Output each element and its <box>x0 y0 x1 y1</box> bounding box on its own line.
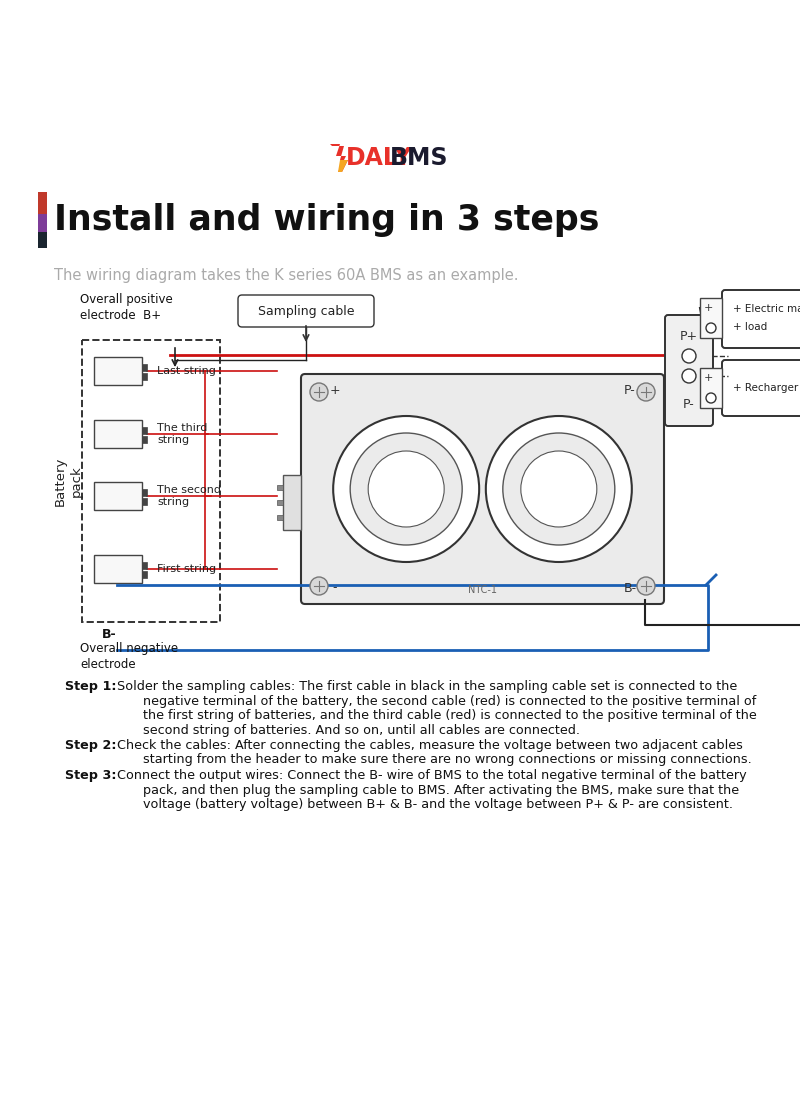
FancyBboxPatch shape <box>722 290 800 349</box>
Circle shape <box>350 433 462 545</box>
Bar <box>94 555 142 583</box>
Text: pack, and then plug the sampling cable to BMS. After activating the BMS, make su: pack, and then plug the sampling cable t… <box>143 784 739 797</box>
Circle shape <box>521 450 597 527</box>
Bar <box>142 499 147 505</box>
Circle shape <box>368 450 444 527</box>
Text: second string of batteries. And so on, until all cables are connected.: second string of batteries. And so on, u… <box>143 723 580 737</box>
Text: + Electric machine: + Electric machine <box>733 304 800 313</box>
Text: +: + <box>704 373 714 383</box>
Bar <box>38 215 47 232</box>
Bar <box>142 374 147 380</box>
Text: + load: + load <box>733 322 767 332</box>
Circle shape <box>706 393 716 403</box>
Bar <box>283 475 301 530</box>
Polygon shape <box>330 144 348 172</box>
Circle shape <box>503 433 615 545</box>
Text: Overall negative
electrode: Overall negative electrode <box>80 642 178 671</box>
Text: Step 1:: Step 1: <box>65 680 117 693</box>
Circle shape <box>310 383 328 401</box>
Text: voltage (battery voltage) between B+ & B- and the voltage between P+ & P- are co: voltage (battery voltage) between B+ & B… <box>143 798 733 811</box>
Bar <box>38 232 47 248</box>
FancyBboxPatch shape <box>301 374 664 604</box>
Circle shape <box>706 323 716 333</box>
Bar <box>82 340 220 623</box>
Text: Install and wiring in 3 steps: Install and wiring in 3 steps <box>54 203 599 237</box>
Bar <box>277 515 283 520</box>
Text: DALY: DALY <box>346 146 413 170</box>
Bar <box>142 571 147 579</box>
Text: Connect the output wires: Connect the B- wire of BMS to the total negative termi: Connect the output wires: Connect the B-… <box>113 769 746 783</box>
Bar <box>277 486 283 490</box>
Bar <box>142 562 147 569</box>
Text: +: + <box>330 384 340 397</box>
Bar <box>142 489 147 496</box>
Text: + Recharger: + Recharger <box>733 383 798 393</box>
Circle shape <box>333 416 479 562</box>
Text: negative terminal of the battery, the second cable (red) is connected to the pos: negative terminal of the battery, the se… <box>143 695 756 708</box>
Polygon shape <box>338 160 348 172</box>
Text: B-: B- <box>102 628 117 641</box>
FancyBboxPatch shape <box>722 359 800 416</box>
Bar <box>94 357 142 385</box>
Text: Battery
pack: Battery pack <box>54 456 82 505</box>
Bar <box>277 500 283 505</box>
Circle shape <box>637 383 655 401</box>
Text: Last string: Last string <box>157 366 216 376</box>
Text: B-: B- <box>623 582 637 594</box>
Bar <box>94 482 142 510</box>
Text: The third
string: The third string <box>157 423 207 445</box>
Circle shape <box>682 369 696 383</box>
Bar <box>700 368 722 408</box>
FancyBboxPatch shape <box>665 315 713 426</box>
Bar <box>38 192 47 215</box>
Circle shape <box>486 416 632 562</box>
Text: Check the cables: After connecting the cables, measure the voltage between two a: Check the cables: After connecting the c… <box>113 739 743 752</box>
Text: Overall positive
electrode  B+: Overall positive electrode B+ <box>80 293 173 322</box>
Text: NTC-1: NTC-1 <box>468 585 497 595</box>
Bar <box>700 298 722 338</box>
Text: First string: First string <box>157 564 216 574</box>
FancyBboxPatch shape <box>238 295 374 327</box>
Text: The second
string: The second string <box>157 486 221 506</box>
Text: P-: P- <box>624 384 636 397</box>
Text: Step 3:: Step 3: <box>65 769 117 783</box>
Circle shape <box>637 576 655 595</box>
Text: BMS: BMS <box>390 146 449 170</box>
Text: Step 2:: Step 2: <box>65 739 117 752</box>
Text: Solder the sampling cables: The first cable in black in the sampling cable set i: Solder the sampling cables: The first ca… <box>113 680 738 693</box>
Text: P-: P- <box>683 399 695 411</box>
Bar <box>94 420 142 448</box>
Text: the first string of batteries, and the third cable (red) is connected to the pos: the first string of batteries, and the t… <box>143 709 757 722</box>
Bar <box>142 427 147 434</box>
Bar <box>142 364 147 372</box>
Text: -: - <box>333 582 338 594</box>
Bar <box>142 436 147 443</box>
Circle shape <box>682 349 696 363</box>
Text: starting from the header to make sure there are no wrong connections or missing : starting from the header to make sure th… <box>143 753 752 766</box>
Text: Sampling cable: Sampling cable <box>258 305 354 318</box>
Text: The wiring diagram takes the K series 60A BMS as an example.: The wiring diagram takes the K series 60… <box>54 269 518 283</box>
Text: +: + <box>704 302 714 313</box>
Circle shape <box>310 576 328 595</box>
Text: P+: P+ <box>680 330 698 342</box>
